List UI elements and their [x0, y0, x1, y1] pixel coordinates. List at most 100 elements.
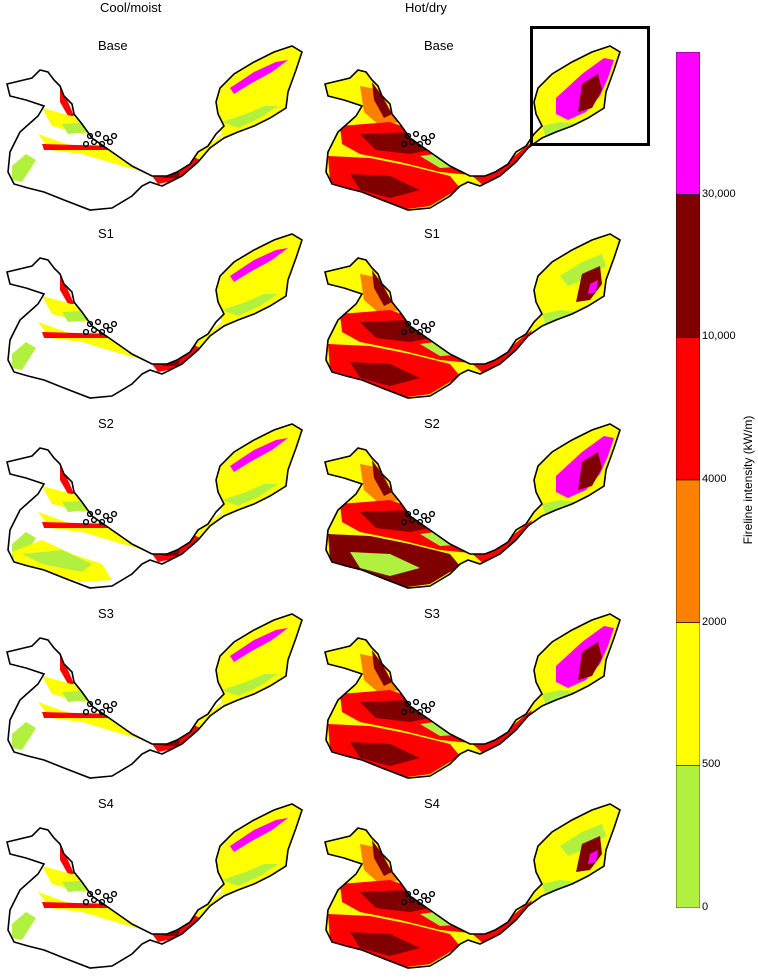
urban-marker: [110, 700, 118, 708]
column-header-hot-dry: Hot/dry: [405, 0, 447, 15]
urban-marker: [106, 138, 114, 146]
urban-marker: [82, 898, 90, 906]
legend-tick-label: 10,000: [702, 330, 736, 343]
intensity-patch: [12, 342, 36, 370]
region-outline: [324, 423, 621, 589]
urban-marker: [400, 898, 408, 906]
intensity-patch: [42, 144, 114, 150]
intensity-patch: [222, 674, 278, 696]
urban-marker: [94, 508, 102, 516]
legend-tick-label: 500: [702, 758, 721, 771]
intensity-patch: [372, 650, 392, 686]
urban-marker: [424, 896, 432, 904]
intensity-patch: [372, 460, 392, 496]
urban-marker: [428, 890, 436, 898]
region-outline: [6, 423, 303, 589]
intensity-patch: [38, 892, 152, 932]
intensity-patch: [62, 122, 98, 134]
intensity-patch: [578, 642, 602, 680]
intensity-patch: [350, 742, 420, 766]
legend-title: Fireline intensity (kW/m): [741, 415, 755, 545]
urban-marker: [110, 890, 118, 898]
panel-label: S2: [424, 416, 440, 431]
intensity-patch: [576, 836, 602, 872]
panel-label: S3: [424, 606, 440, 621]
panel-label: S3: [98, 606, 114, 621]
urban-marker: [94, 698, 102, 706]
urban-marker: [102, 512, 110, 520]
urban-marker: [110, 510, 118, 518]
intensity-patch: [560, 824, 606, 856]
intensity-patch: [12, 154, 36, 182]
urban-marker: [428, 510, 436, 518]
legend-band-10000: [676, 194, 700, 338]
urban-marker: [424, 326, 432, 334]
urban-marker: [102, 322, 110, 330]
urban-marker: [404, 700, 412, 708]
legend-band-2000: [676, 479, 700, 623]
panel-label: Base: [424, 38, 454, 53]
region-outline: [324, 803, 621, 969]
legend-tick-label: 4000: [702, 473, 727, 485]
intensity-patch: [350, 174, 420, 198]
intensity-patch: [588, 850, 598, 864]
urban-marker: [400, 328, 408, 336]
region-outline: [6, 233, 303, 399]
urban-marker: [404, 890, 412, 898]
intensity-patch: [576, 266, 602, 302]
intensity-patch: [230, 818, 288, 852]
map-svg: [6, 423, 303, 589]
intensity-patch: [216, 234, 302, 326]
map-panel-s4-cool: [2, 784, 312, 979]
region-outline: [324, 613, 621, 779]
panel-label: S2: [98, 416, 114, 431]
panel-label: S4: [424, 796, 440, 811]
map-svg: [6, 613, 303, 779]
urban-marker: [94, 318, 102, 326]
intensity-patch: [372, 82, 392, 118]
intensity-patch: [216, 614, 302, 706]
intensity-patch: [62, 690, 98, 702]
intensity-patch: [578, 74, 602, 112]
urban-marker: [404, 320, 412, 328]
intensity-patch: [372, 840, 392, 876]
urban-marker: [420, 134, 428, 142]
map-svg: [324, 423, 621, 589]
urban-marker: [400, 708, 408, 716]
map-panel-s2-hot: [320, 404, 630, 599]
urban-marker: [106, 896, 114, 904]
intensity-patch: [216, 46, 302, 138]
urban-marker: [420, 322, 428, 330]
legend-tick-label: 30,000: [702, 187, 736, 200]
intensity-patch: [350, 362, 420, 386]
intensity-patch: [216, 424, 302, 516]
urban-marker: [428, 132, 436, 140]
region-outline: [6, 613, 303, 779]
urban-marker: [424, 706, 432, 714]
panel-label: S1: [424, 226, 440, 241]
map-svg: [6, 45, 303, 211]
urban-marker: [404, 132, 412, 140]
region-outline: [324, 233, 621, 399]
urban-marker: [420, 512, 428, 520]
map-svg: [6, 233, 303, 399]
urban-marker: [412, 130, 420, 138]
urban-marker: [82, 328, 90, 336]
map-svg: [324, 45, 621, 211]
map-panel-s1-cool: [2, 214, 312, 409]
urban-marker: [102, 702, 110, 710]
map-panel-base-cool: [2, 26, 312, 221]
urban-marker: [404, 510, 412, 518]
urban-marker: [106, 706, 114, 714]
legend-band-500: [676, 622, 700, 766]
map-panel-s3-hot: [320, 594, 630, 789]
map-panel-base-hot: [320, 26, 630, 221]
urban-marker: [412, 698, 420, 706]
urban-marker: [86, 700, 94, 708]
region-outline: [6, 45, 303, 211]
urban-marker: [86, 890, 94, 898]
region-outline: [6, 803, 303, 969]
map-panel-s2-cool: [2, 404, 312, 599]
intensity-patch: [230, 248, 288, 282]
intensity-patch: [222, 864, 278, 886]
